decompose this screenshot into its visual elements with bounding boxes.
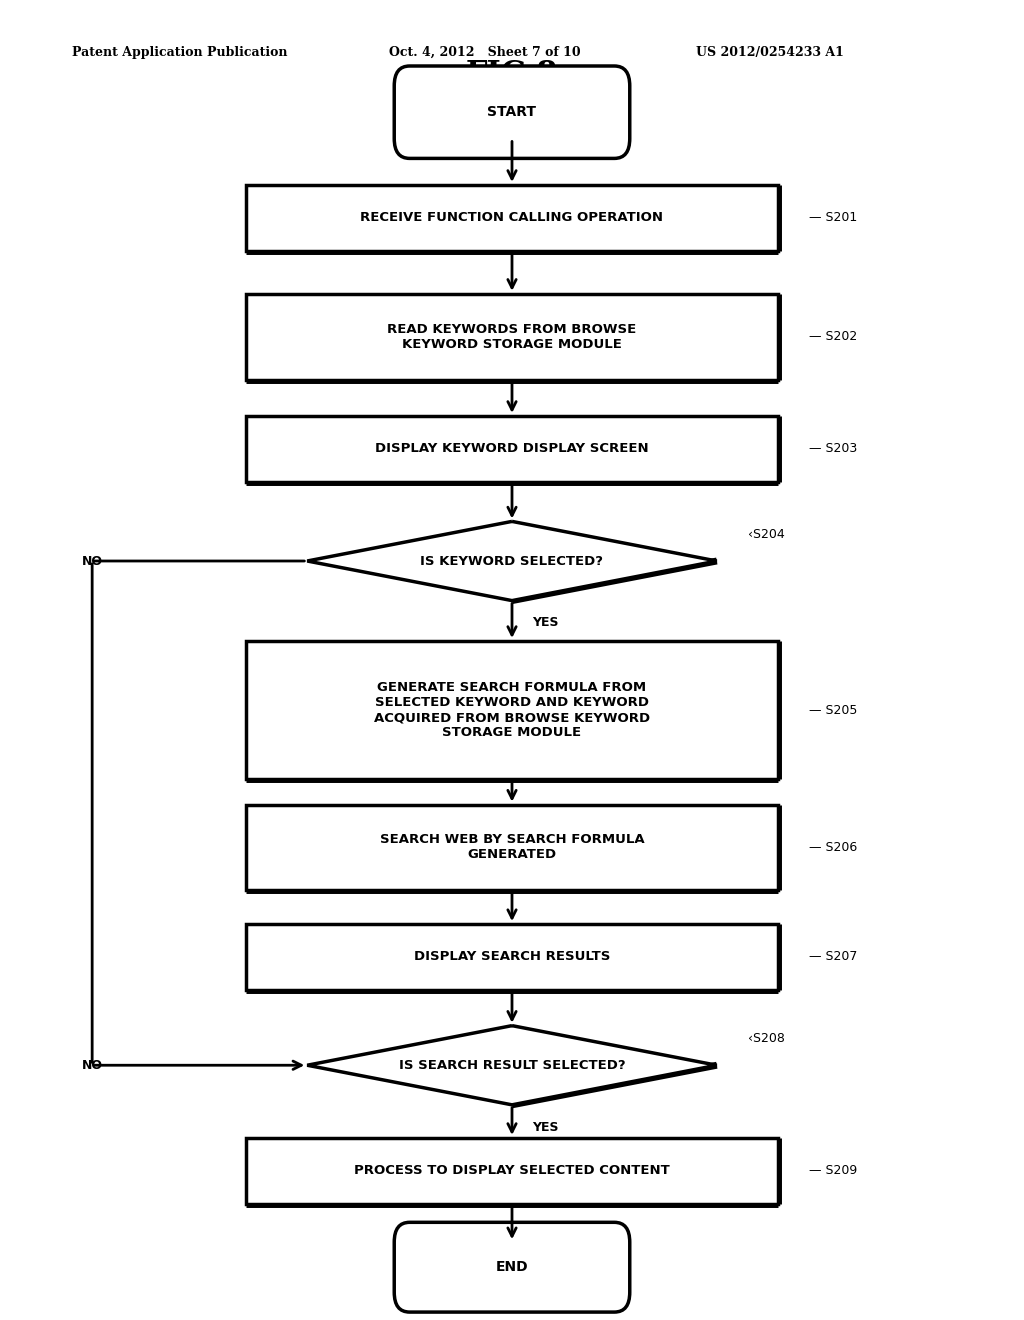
Text: NO: NO	[81, 554, 102, 568]
Text: NO: NO	[81, 1059, 102, 1072]
Text: US 2012/0254233 A1: US 2012/0254233 A1	[696, 46, 844, 59]
FancyBboxPatch shape	[246, 416, 778, 482]
Text: DISPLAY SEARCH RESULTS: DISPLAY SEARCH RESULTS	[414, 950, 610, 964]
Text: READ KEYWORDS FROM BROWSE
KEYWORD STORAGE MODULE: READ KEYWORDS FROM BROWSE KEYWORD STORAG…	[387, 322, 637, 351]
FancyBboxPatch shape	[246, 640, 778, 779]
Text: — S201: — S201	[809, 211, 857, 224]
Text: YES: YES	[532, 1121, 559, 1134]
Text: PROCESS TO DISPLAY SELECTED CONTENT: PROCESS TO DISPLAY SELECTED CONTENT	[354, 1164, 670, 1177]
Text: IS SEARCH RESULT SELECTED?: IS SEARCH RESULT SELECTED?	[398, 1059, 626, 1072]
Text: Patent Application Publication: Patent Application Publication	[72, 46, 287, 59]
Text: YES: YES	[532, 616, 559, 630]
Text: SEARCH WEB BY SEARCH FORMULA
GENERATED: SEARCH WEB BY SEARCH FORMULA GENERATED	[380, 833, 644, 862]
FancyBboxPatch shape	[246, 185, 778, 251]
Text: — S207: — S207	[809, 950, 857, 964]
Polygon shape	[307, 1026, 717, 1105]
Text: START: START	[487, 106, 537, 119]
Text: IS KEYWORD SELECTED?: IS KEYWORD SELECTED?	[421, 554, 603, 568]
Text: ‹S204: ‹S204	[748, 528, 784, 541]
FancyBboxPatch shape	[246, 924, 778, 990]
Polygon shape	[307, 521, 717, 601]
Text: FIG.8: FIG.8	[466, 59, 558, 90]
FancyBboxPatch shape	[246, 293, 778, 380]
Text: RECEIVE FUNCTION CALLING OPERATION: RECEIVE FUNCTION CALLING OPERATION	[360, 211, 664, 224]
Text: — S209: — S209	[809, 1164, 857, 1177]
Text: END: END	[496, 1261, 528, 1274]
FancyBboxPatch shape	[394, 66, 630, 158]
Text: DISPLAY KEYWORD DISPLAY SCREEN: DISPLAY KEYWORD DISPLAY SCREEN	[375, 442, 649, 455]
Text: ‹S208: ‹S208	[748, 1032, 784, 1045]
Text: — S206: — S206	[809, 841, 857, 854]
FancyBboxPatch shape	[394, 1222, 630, 1312]
FancyBboxPatch shape	[246, 1138, 778, 1204]
Text: GENERATE SEARCH FORMULA FROM
SELECTED KEYWORD AND KEYWORD
ACQUIRED FROM BROWSE K: GENERATE SEARCH FORMULA FROM SELECTED KE…	[374, 681, 650, 739]
Text: — S203: — S203	[809, 442, 857, 455]
Text: Oct. 4, 2012   Sheet 7 of 10: Oct. 4, 2012 Sheet 7 of 10	[389, 46, 581, 59]
Text: — S205: — S205	[809, 704, 857, 717]
FancyBboxPatch shape	[246, 804, 778, 890]
Text: — S202: — S202	[809, 330, 857, 343]
